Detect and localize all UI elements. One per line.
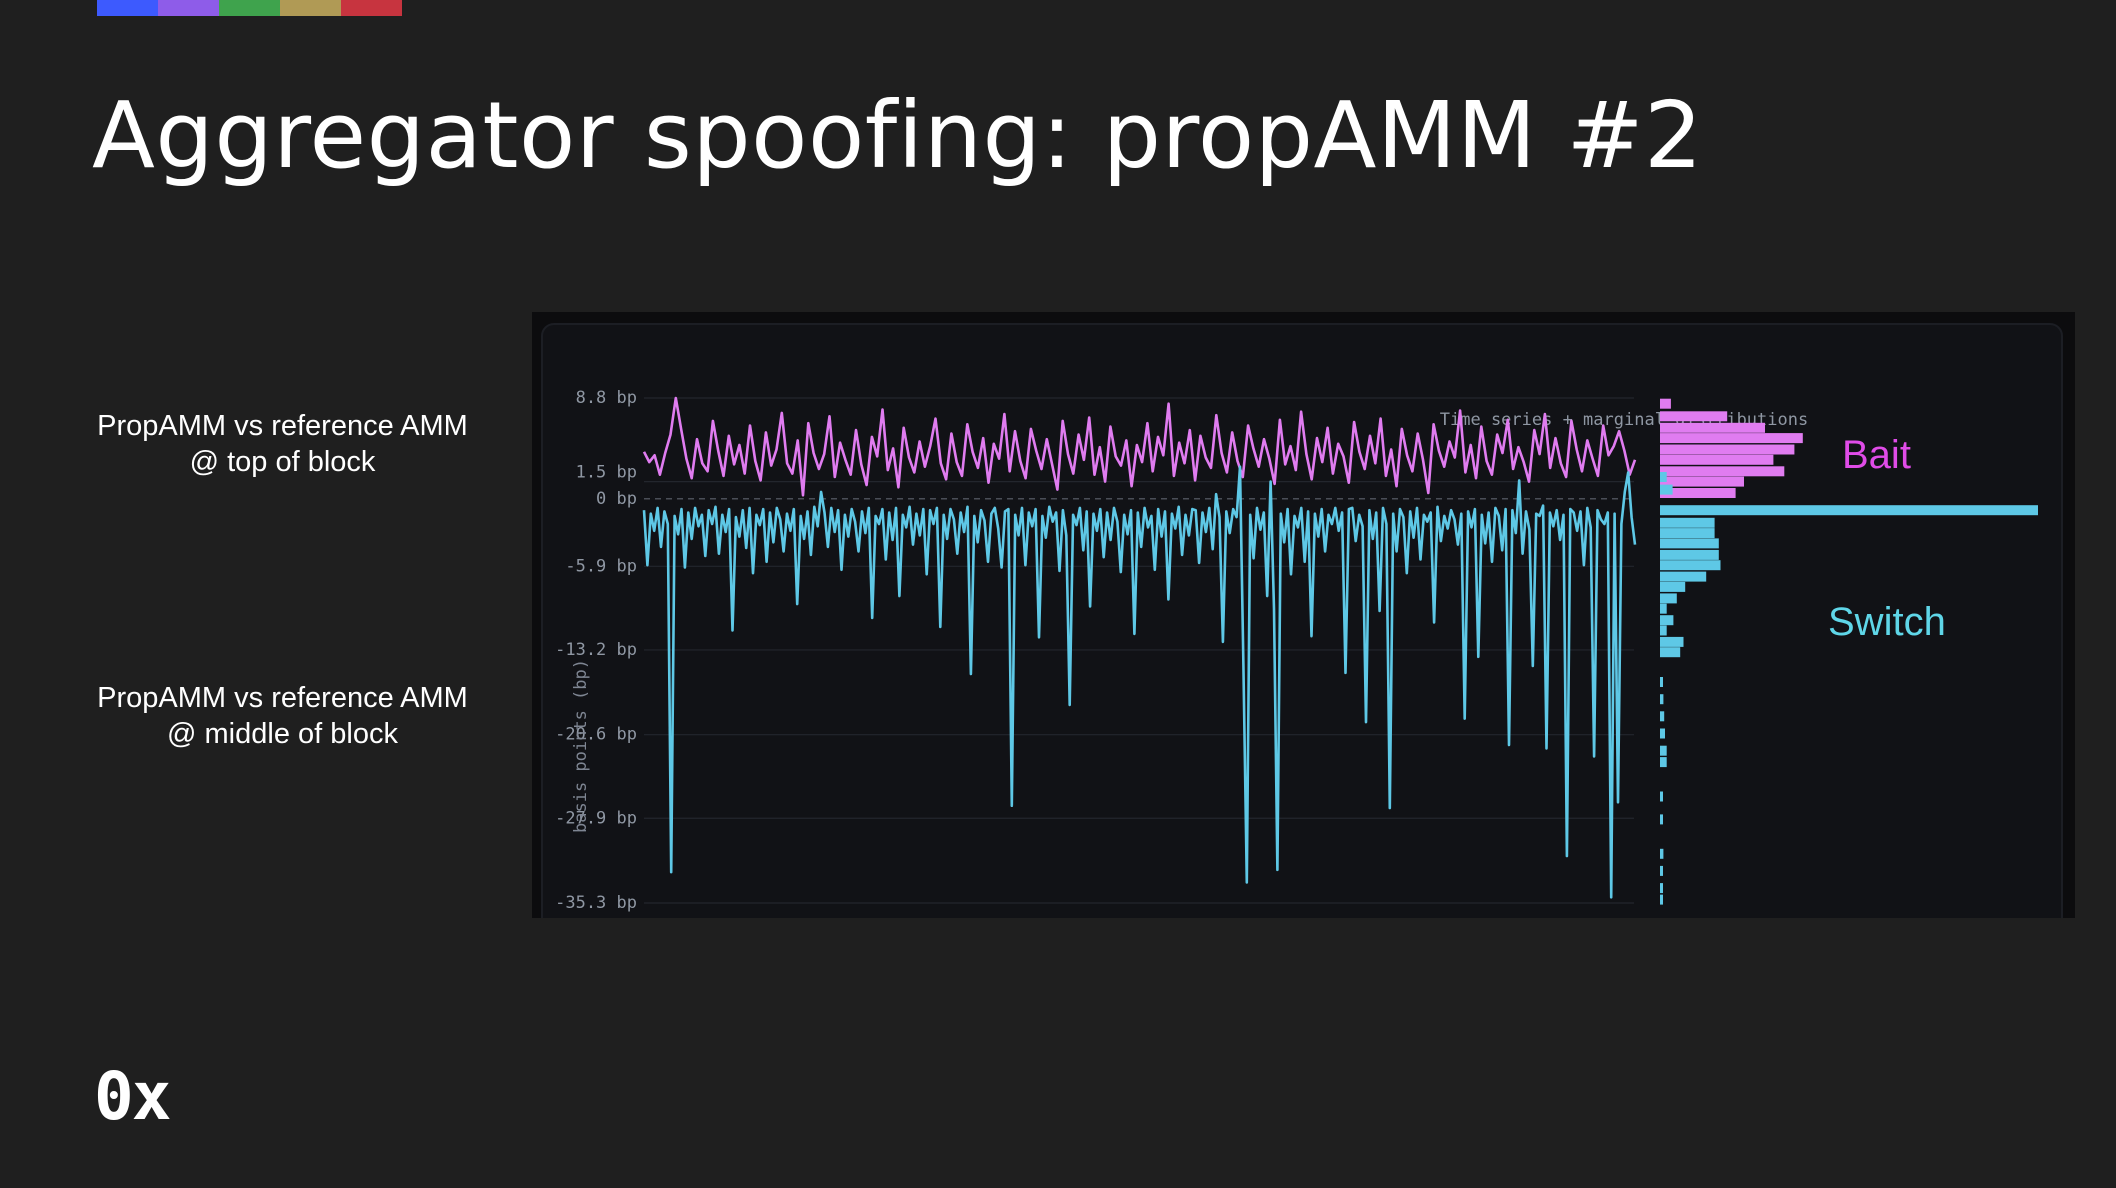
marginal-bin-switch — [1660, 560, 1721, 571]
label-mid-line1: PropAMM vs reference AMM — [97, 682, 468, 714]
y-tick-label: 1.5 bp — [576, 463, 637, 483]
legend-label-switch: Switch — [1828, 600, 1946, 644]
marginal-bin-switch — [1660, 647, 1681, 658]
marginal-bin-switch — [1660, 791, 1663, 802]
marginal-bin-switch — [1660, 894, 1663, 905]
label-middle-of-block: PropAMM vs reference AMM @ middle of blo… — [60, 680, 505, 752]
y-tick-label: -27.9 bp — [555, 808, 637, 828]
series-layer — [642, 396, 1637, 899]
y-tick-label: 0 bp — [596, 489, 637, 509]
marginal-bin-switch — [1660, 883, 1663, 894]
marginal-bin-switch — [1660, 814, 1663, 825]
accent-swatch-red — [341, 0, 402, 16]
marginal-bin-switch — [1660, 538, 1719, 549]
grid-layer — [644, 397, 1634, 904]
marginal-bin-switch — [1660, 615, 1674, 626]
marginal-bin-switch — [1660, 571, 1707, 582]
series-line-switch — [642, 465, 1637, 899]
marginal-bin-switch — [1660, 549, 1719, 560]
marginal-bin-bait — [1660, 488, 1736, 498]
marginal-bin-switch — [1660, 505, 2038, 516]
marginal-bin-switch — [1660, 711, 1665, 722]
marginal-bin-switch — [1660, 745, 1667, 756]
series-line-bait — [642, 396, 1637, 497]
marginal-bin-switch — [1660, 517, 1715, 528]
brand-logo: 0x — [94, 1058, 171, 1135]
marginal-bin-switch — [1660, 694, 1664, 705]
accent-swatch-blue — [97, 0, 158, 16]
marginal-bin-switch — [1660, 728, 1665, 739]
marginal-bin-bait — [1660, 433, 1803, 444]
marginal-bin-bait — [1660, 398, 1671, 409]
marginal-bin-switch — [1660, 757, 1667, 768]
accent-swatch-green — [219, 0, 280, 16]
marginal-bin-switch — [1660, 593, 1677, 604]
accent-swatch-purple — [158, 0, 219, 16]
slide-title: Aggregator spoofing: propAMM #2 — [92, 82, 1704, 189]
y-tick-layer: 8.8 bp 1.5 bp 0 bp -5.9 bp -13.2 bp -20.6 bp -… — [555, 388, 637, 913]
y-axis-label: basis points (bp) — [571, 659, 591, 833]
marginal-bin-bait — [1660, 444, 1795, 455]
marginal-bin-bait — [1660, 454, 1774, 465]
marginal-bin-switch — [1660, 484, 1673, 495]
label-top-line1: PropAMM vs reference AMM — [97, 410, 468, 442]
marginal-bin-bait — [1660, 411, 1728, 422]
marginal-bin-switch — [1660, 603, 1667, 614]
y-tick-label: 8.8 bp — [576, 388, 637, 408]
marginal-bin-switch — [1660, 865, 1663, 876]
marginal-bin-switch — [1660, 625, 1667, 636]
marginal-bin-switch — [1660, 581, 1686, 592]
y-tick-label: -35.3 bp — [555, 893, 637, 913]
marginal-bin-bait — [1660, 476, 1744, 487]
marginal-bin-switch — [1660, 677, 1663, 687]
accent-swatch-olive — [280, 0, 341, 16]
chart-panel: 8.8 bp 1.5 bp 0 bp -5.9 bp -13.2 bp -20.6 bp -… — [532, 312, 2075, 918]
marginal-bin-bait — [1660, 422, 1765, 433]
y-tick-label: -13.2 bp — [555, 640, 637, 660]
time-series-chart: 8.8 bp 1.5 bp 0 bp -5.9 bp -13.2 bp -20.6 bp -… — [541, 323, 2063, 918]
label-top-of-block: PropAMM vs reference AMM @ top of block — [60, 408, 505, 480]
y-tick-label: -20.6 bp — [555, 725, 637, 745]
y-tick-label: -5.9 bp — [565, 556, 637, 576]
marginal-bin-bait — [1660, 466, 1785, 477]
marginal-bin-switch — [1660, 636, 1684, 647]
label-mid-line2: @ middle of block — [167, 718, 398, 750]
marginal-bin-switch — [1660, 848, 1664, 859]
legend-label-bait: Bait — [1842, 433, 1911, 477]
accent-color-strip — [97, 0, 402, 16]
label-top-line2: @ top of block — [189, 446, 376, 478]
marginal-bin-switch — [1660, 472, 1667, 482]
marginal-distribution-layer — [1660, 398, 2038, 905]
marginal-bin-switch — [1660, 528, 1715, 539]
